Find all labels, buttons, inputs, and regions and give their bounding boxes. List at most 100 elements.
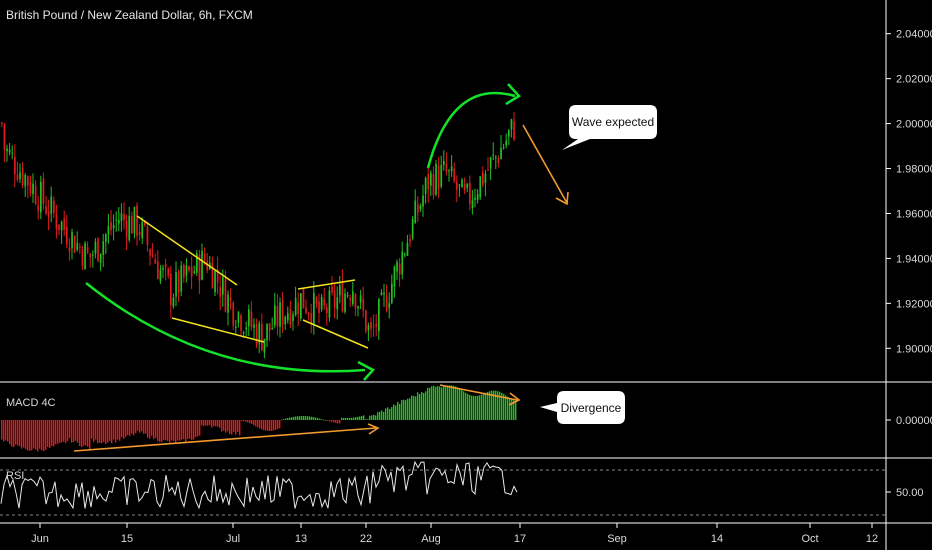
- candle-body: [497, 157, 500, 163]
- candle-body: [63, 218, 66, 230]
- macd-bar: [305, 416, 307, 420]
- candle-body: [346, 295, 349, 297]
- candle-body: [253, 324, 255, 328]
- macd-bar: [165, 420, 167, 441]
- macd-bar: [459, 388, 461, 420]
- trendline-upper-1: [136, 215, 238, 286]
- macd-bar: [331, 420, 333, 422]
- macd-bar: [327, 420, 329, 421]
- macd-bar: [119, 420, 121, 441]
- candle-body: [328, 290, 331, 318]
- time-tick-label: Oct: [801, 533, 818, 545]
- macd-bar: [237, 420, 239, 432]
- macd-bar: [53, 420, 55, 447]
- macd-bar: [371, 415, 373, 420]
- macd-bar: [437, 386, 439, 420]
- candle-body: [437, 165, 440, 189]
- candle-body: [102, 241, 105, 255]
- macd-bar: [279, 420, 281, 429]
- macd-bar: [85, 420, 87, 446]
- macd-bar: [285, 418, 287, 420]
- macd-bar: [473, 395, 475, 420]
- candle-body: [81, 248, 84, 267]
- macd-bar: [261, 420, 263, 430]
- macd-bar: [43, 420, 45, 452]
- macd-bar: [135, 420, 137, 434]
- macd-bar: [133, 420, 135, 436]
- curve-top-arc: [426, 91, 516, 169]
- candle-body: [32, 183, 34, 195]
- candle-body: [19, 172, 21, 180]
- macd-bar: [497, 391, 499, 420]
- candle-body: [344, 293, 346, 312]
- macd-bar: [113, 420, 115, 440]
- chart-title: British Pound / New Zealand Dollar, 6h, …: [6, 8, 253, 22]
- macd-bar: [435, 386, 437, 420]
- macd-bar: [271, 420, 273, 431]
- candle-body: [21, 168, 24, 185]
- macd-bar: [27, 420, 29, 451]
- macd-bar: [173, 420, 175, 442]
- macd-bar: [363, 415, 365, 420]
- price-divergence-arrowhead: [367, 423, 380, 435]
- candle-body: [8, 149, 11, 153]
- macd-bar: [403, 399, 405, 420]
- candle-body: [500, 148, 502, 160]
- rsi-line: [0, 460, 518, 510]
- candle-body: [261, 323, 263, 351]
- candle-body: [149, 249, 151, 256]
- candle-body: [367, 325, 370, 331]
- macd-bar: [191, 420, 193, 440]
- candle-body: [206, 260, 209, 271]
- macd-bar: [377, 412, 379, 420]
- macd-bar: [263, 420, 265, 431]
- macd-bar: [39, 420, 41, 449]
- macd-bar: [303, 416, 305, 420]
- candle-body: [443, 160, 445, 166]
- candle-body: [513, 121, 515, 140]
- candle-body: [474, 197, 476, 200]
- indicator-tick-label: 50.00: [896, 487, 924, 499]
- macd-bar: [397, 402, 399, 420]
- macd-bar: [87, 420, 89, 447]
- candle-body: [16, 174, 19, 180]
- macd-bar: [421, 392, 423, 420]
- macd-bar: [453, 385, 455, 420]
- candle-body: [235, 326, 237, 328]
- candle-body: [66, 226, 68, 245]
- macd-bar: [233, 420, 235, 432]
- callout-divergence-text: Divergence: [561, 401, 622, 415]
- candle-body: [510, 119, 513, 130]
- callout-divergence: Divergence: [540, 391, 625, 424]
- macd-bar: [49, 420, 51, 449]
- candle-body: [214, 270, 216, 293]
- candle-body: [47, 211, 50, 217]
- candle-body: [427, 174, 430, 190]
- macd-bar: [295, 416, 297, 420]
- macd-bar: [89, 420, 91, 450]
- macd-bar: [269, 420, 271, 431]
- macd-bar: [71, 420, 73, 443]
- macd-bar: [147, 420, 149, 438]
- candle-body: [180, 265, 183, 292]
- candle-body: [73, 236, 76, 253]
- macd-bar: [475, 396, 477, 420]
- macd-bar: [25, 420, 27, 450]
- macd-bar: [187, 420, 189, 440]
- price-tick-label: 2.04000: [896, 29, 932, 41]
- macd-bar: [389, 408, 391, 420]
- macd-bar: [383, 412, 385, 420]
- macd-bar: [99, 420, 101, 443]
- candle-body: [484, 173, 487, 183]
- macd-bar: [353, 417, 355, 420]
- macd-bar: [101, 420, 103, 444]
- macd-bar: [183, 420, 185, 440]
- macd-bar: [67, 420, 69, 441]
- candle-body: [183, 264, 185, 278]
- candle-body: [190, 266, 193, 277]
- macd-bar: [481, 394, 483, 420]
- macd-bar: [149, 420, 151, 439]
- candle-body: [461, 179, 463, 188]
- candle-body: [453, 168, 456, 181]
- trendline-lower-1: [171, 317, 265, 343]
